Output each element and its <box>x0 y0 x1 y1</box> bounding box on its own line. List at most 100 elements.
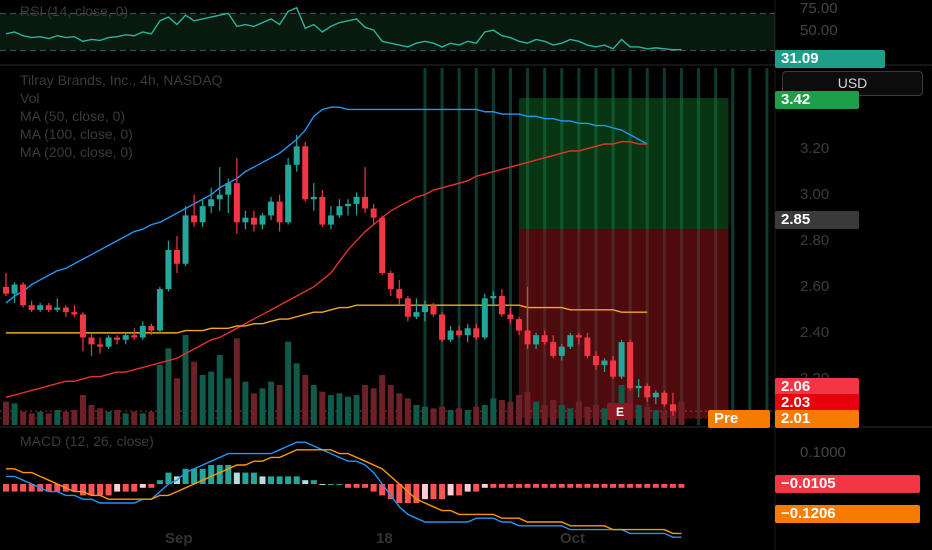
volume-bar <box>225 378 232 425</box>
candle-body <box>148 325 155 331</box>
volume-bar <box>28 413 35 425</box>
macd-histogram-bar <box>387 484 394 500</box>
macd-histogram-bar <box>661 484 668 488</box>
volume-bar <box>242 381 249 425</box>
candle-body <box>439 314 446 340</box>
session-marker <box>474 68 478 425</box>
candle-body <box>550 342 557 356</box>
volume-bar <box>165 348 172 425</box>
volume-bar <box>336 393 343 425</box>
candle-body <box>233 183 240 223</box>
candle-body <box>259 215 266 225</box>
macd-histogram-bar <box>507 484 514 488</box>
volume-bar <box>456 408 463 425</box>
ma100-line <box>5 141 648 399</box>
macd-histogram-bar <box>601 484 608 488</box>
macd-histogram-bar <box>114 484 121 492</box>
macd-histogram-bar <box>148 484 155 488</box>
candle-body <box>122 335 129 340</box>
candle-body <box>353 196 360 204</box>
volume-bar <box>558 405 565 425</box>
volume-bar <box>114 410 121 425</box>
volume-bar <box>362 385 369 425</box>
macd-histogram-bar <box>276 476 283 484</box>
candle-body <box>575 335 582 338</box>
candle-body <box>327 215 334 225</box>
macd-histogram-bar <box>122 484 129 492</box>
macd-histogram-bar <box>242 472 249 484</box>
volume-bar <box>199 375 206 425</box>
macd-value-tag-1: −0.1206 <box>775 505 920 523</box>
volume-bar <box>20 411 27 425</box>
macd-histogram-bar <box>54 484 61 492</box>
candle-body <box>541 335 548 343</box>
x-tick-sep: Sep <box>165 530 193 547</box>
volume-bar <box>353 395 360 425</box>
macd-histogram-bar <box>139 484 146 488</box>
macd-histogram-bar <box>456 484 463 496</box>
macd-histogram-bar <box>627 484 634 488</box>
volume-bar <box>319 391 326 425</box>
macd-histogram-bar <box>233 472 240 484</box>
rsi-line <box>5 6 682 51</box>
macd-histogram-bar <box>208 465 215 484</box>
candle-body <box>652 392 659 398</box>
macd-histogram-bar <box>481 484 488 488</box>
candle-body <box>516 319 522 331</box>
candle-body <box>430 305 437 315</box>
macd-histogram-bar <box>268 476 275 484</box>
volume-bar <box>293 363 300 425</box>
candle-body <box>139 325 146 338</box>
candle-body <box>396 289 403 299</box>
macd-histogram-bar <box>490 484 497 488</box>
candle-body <box>498 296 505 315</box>
macd-histogram-bar <box>327 484 334 485</box>
volume-bar <box>652 410 659 425</box>
macd-tick: 0.1000 <box>800 444 846 461</box>
volume-bar <box>379 375 386 425</box>
volume-bar <box>310 385 317 425</box>
macd-histogram-bar <box>302 480 309 484</box>
macd-histogram-bar <box>310 480 317 484</box>
volume-bar <box>268 381 275 425</box>
candle-body <box>20 284 27 306</box>
candle-body <box>507 314 514 320</box>
macd-signal-line <box>6 449 682 535</box>
volume-bar <box>285 341 292 425</box>
macd-histogram-bar <box>644 484 651 488</box>
volume-bar <box>387 385 394 425</box>
candle-body <box>533 335 540 345</box>
volume-bar <box>79 395 86 425</box>
volume-bar <box>156 365 163 425</box>
macd-legend: MACD (12, 26, close) <box>20 433 154 449</box>
candle-body <box>54 307 61 310</box>
price-tick-1: 3.20 <box>800 139 830 157</box>
macd-histogram-bar <box>259 476 266 484</box>
volume-bar <box>490 398 497 425</box>
volume-bar <box>396 393 403 425</box>
rsi-value-tag: 31.09 <box>775 50 885 68</box>
macd-histogram-bar <box>396 484 403 503</box>
rsi-tick-50: 50.00 <box>800 22 838 39</box>
moving-averages <box>5 106 648 399</box>
session-marker <box>731 68 735 425</box>
macd-histogram-bar <box>20 484 27 492</box>
macd-histogram-bar <box>464 484 471 492</box>
profit-zone <box>519 97 729 230</box>
chart-title: Tilray Brands, Inc., 4h, NASDAQ <box>20 72 223 88</box>
candle-body <box>225 183 232 195</box>
earnings-marker <box>607 403 633 420</box>
candle-body <box>481 298 488 338</box>
macd-histogram-bar <box>345 484 351 488</box>
macd-histogram-bar <box>97 484 104 496</box>
price-tick-3: 2.80 <box>800 231 830 249</box>
macd-histogram-bar <box>131 484 138 492</box>
candle-body <box>370 208 377 218</box>
volume-bar <box>447 410 454 425</box>
volume-bar <box>191 361 198 425</box>
volume-bar <box>661 411 668 425</box>
legend-ma50: MA (50, close, 0) <box>20 108 126 124</box>
macd-histogram-bar <box>498 484 505 488</box>
macd-histogram-bar <box>439 484 446 500</box>
